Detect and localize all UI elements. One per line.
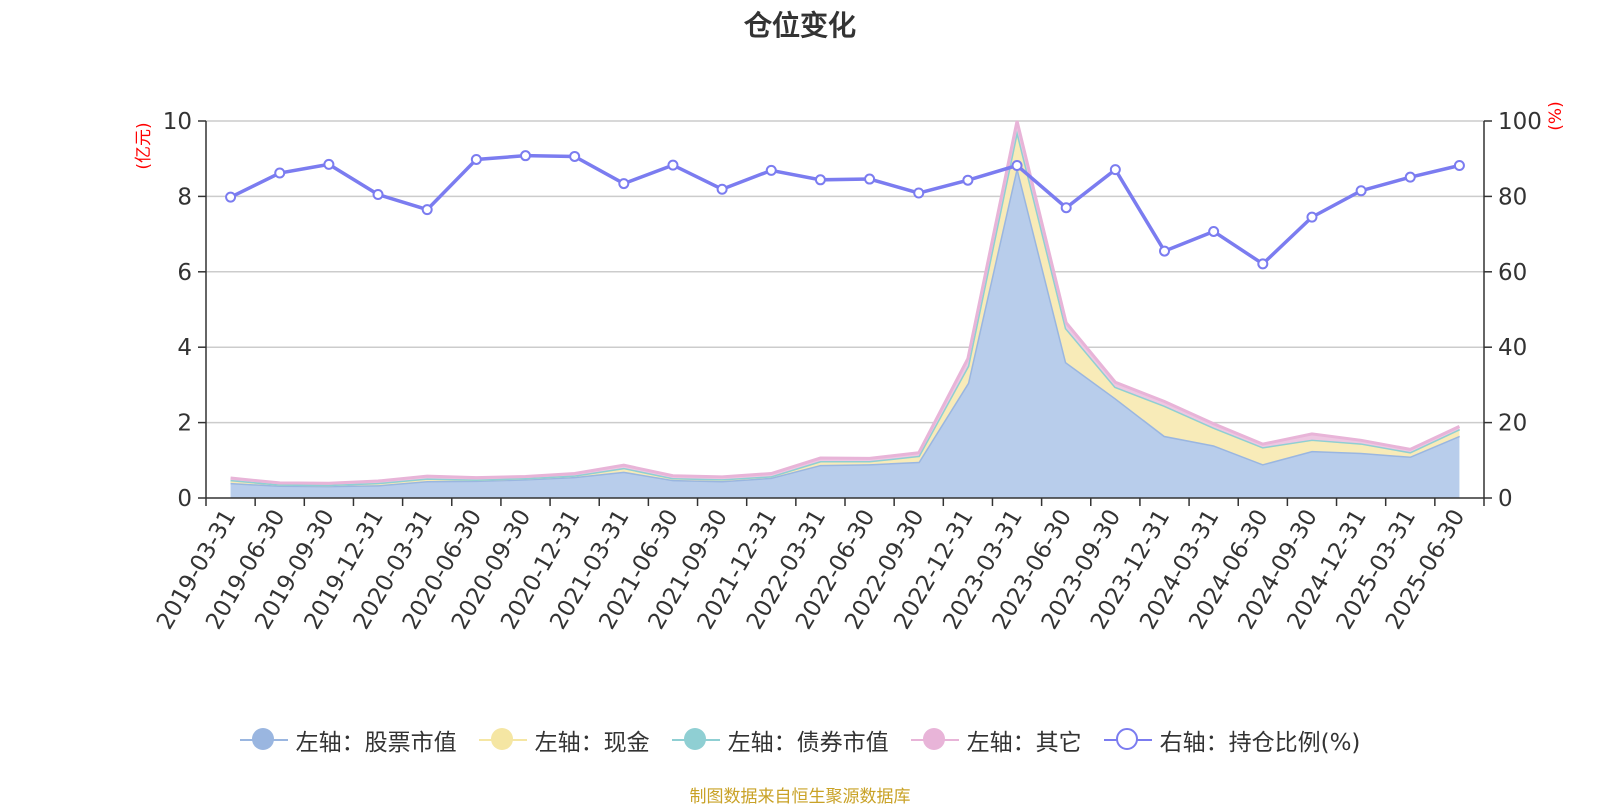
ratio-point xyxy=(323,158,335,170)
legend-label: 左轴：现金 xyxy=(534,730,650,756)
left-tick-label: 6 xyxy=(177,260,192,286)
legend-symbol-icon xyxy=(478,728,527,752)
ratio-point xyxy=(618,178,630,190)
left-axis-unit: (亿元) xyxy=(134,122,154,169)
area-fill xyxy=(230,121,1460,485)
ratio-point xyxy=(1453,159,1465,171)
area-line xyxy=(230,130,1461,487)
chart-title: 仓位变化 xyxy=(743,9,856,42)
ratio-point xyxy=(913,187,925,199)
ratio-point xyxy=(421,204,433,216)
area-line xyxy=(230,130,1461,487)
area-fill xyxy=(230,166,1460,499)
right-tick-label: 80 xyxy=(1498,184,1527,210)
right-tick-label: 20 xyxy=(1498,411,1527,437)
legend: 左轴：股票市值 左轴：现金 左轴：债券市值 左轴：其它 右轴：持仓比例(%) xyxy=(0,722,1600,758)
legend-symbol-icon xyxy=(1103,728,1152,752)
legend-label: 左轴：债券市值 xyxy=(727,730,889,756)
axes: 02468100204060801002019-03-312019-06-302… xyxy=(152,109,1542,634)
left-tick-label: 8 xyxy=(177,184,192,210)
legend-item[interactable]: 左轴：其它 xyxy=(910,723,1082,757)
ratio-point xyxy=(765,164,777,176)
ratio-point xyxy=(1306,211,1318,223)
ratio-point xyxy=(225,191,237,203)
ratio-point xyxy=(716,183,728,195)
ratio-point xyxy=(470,153,482,165)
left-tick-label: 0 xyxy=(177,486,192,512)
ratio-point xyxy=(1257,258,1269,270)
grid-lines xyxy=(206,120,1484,424)
ratio-point xyxy=(1060,202,1072,214)
ratio-point xyxy=(1404,171,1416,183)
area-series xyxy=(230,120,1461,499)
area-fill xyxy=(230,130,1460,486)
ratio-point xyxy=(1109,164,1121,176)
right-tick-label: 40 xyxy=(1498,335,1527,361)
left-tick-label: 2 xyxy=(177,411,192,437)
ratio-point xyxy=(1208,225,1220,237)
left-tick-label: 10 xyxy=(163,109,192,135)
legend-item[interactable]: 右轴：持仓比例(%) xyxy=(1103,723,1361,757)
right-tick-label: 100 xyxy=(1498,109,1542,135)
legend-label: 左轴：股票市值 xyxy=(295,730,457,756)
legend-label: 左轴：其它 xyxy=(966,730,1082,756)
ratio-point xyxy=(962,174,974,186)
right-axis-unit: (%) xyxy=(1546,101,1566,130)
legend-item[interactable]: 左轴：现金 xyxy=(478,723,650,757)
legend-item[interactable]: 左轴：债券市值 xyxy=(671,723,889,757)
area-line xyxy=(230,165,1461,488)
legend-item[interactable]: 左轴：股票市值 xyxy=(239,723,457,757)
right-tick-label: 0 xyxy=(1498,486,1513,512)
ratio-point xyxy=(864,173,876,185)
ratio-point xyxy=(1355,185,1367,197)
ratio-point xyxy=(1159,245,1170,257)
ratio-point xyxy=(1011,159,1023,171)
legend-label: 右轴：持仓比例(%) xyxy=(1159,730,1361,756)
ratio-point xyxy=(372,189,384,201)
left-tick-label: 4 xyxy=(177,335,192,361)
ratio-point xyxy=(569,150,581,162)
legend-symbol-icon xyxy=(239,728,288,752)
ratio-point xyxy=(274,167,286,179)
ratio-point xyxy=(814,174,826,186)
ratio-line-series xyxy=(225,150,1465,270)
ratio-point xyxy=(667,159,679,171)
ratio-point xyxy=(520,150,531,162)
right-tick-label: 60 xyxy=(1498,260,1527,286)
source-note: 制图数据来自恒生聚源数据库 xyxy=(689,787,911,807)
area-fill xyxy=(230,130,1460,485)
area-line xyxy=(230,120,1461,485)
ratio-line xyxy=(229,153,1460,267)
legend-symbol-icon xyxy=(910,728,959,752)
legend-symbol-icon xyxy=(671,728,720,752)
